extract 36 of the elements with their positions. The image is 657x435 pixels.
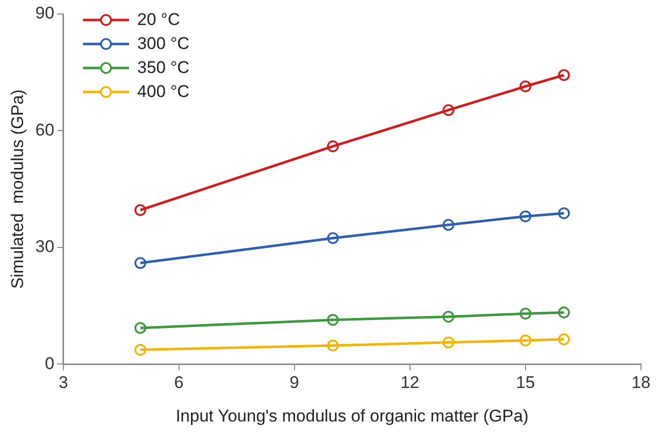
point	[558, 207, 570, 220]
point	[520, 308, 532, 320]
legend-label: 300 °C	[137, 34, 190, 54]
point	[520, 80, 532, 92]
point	[327, 232, 339, 244]
legend-label: 400 °C	[137, 82, 190, 102]
point	[442, 310, 454, 323]
point	[558, 333, 570, 346]
x-tick-label: 6	[174, 373, 184, 392]
point	[327, 314, 339, 326]
point	[327, 140, 339, 152]
point	[520, 334, 532, 346]
legend-label: 350 °C	[137, 58, 190, 78]
x-tick-label: 12	[400, 373, 420, 392]
point	[327, 340, 339, 352]
point	[558, 69, 570, 81]
y-tick-label: 30	[35, 237, 54, 256]
y-axis-title: Simulated modulus (GPa)	[8, 89, 27, 289]
x-tick-label: 15	[516, 373, 535, 392]
point	[134, 257, 146, 269]
x-tick-label: 3	[58, 373, 68, 392]
point	[134, 204, 146, 216]
point	[520, 210, 532, 222]
y-tick-label: 0	[44, 354, 54, 373]
point	[558, 306, 570, 318]
point	[442, 104, 454, 116]
y-tick-label: 90	[35, 4, 54, 23]
legend-label: 20 °C	[137, 10, 180, 30]
x-tick-label: 18	[632, 373, 650, 392]
point	[442, 336, 454, 348]
y-tick-label: 60	[35, 120, 54, 140]
point	[442, 219, 454, 231]
x-tick-label: 9	[290, 373, 300, 392]
point	[134, 322, 146, 334]
point	[134, 344, 146, 356]
x-axis-title: Input Young's modulus of organic matter (GPa)	[176, 406, 529, 426]
